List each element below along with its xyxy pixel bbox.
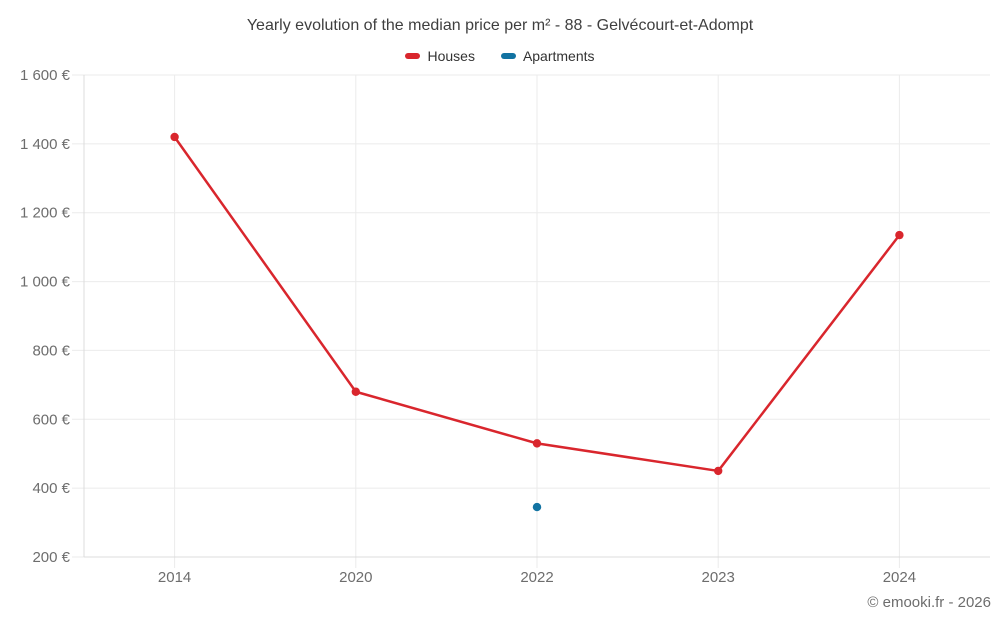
y-axis-tick-label: 1 400 €	[20, 136, 71, 153]
legend-label-apartments: Apartments	[522, 48, 595, 64]
x-axis-tick-label: 2014	[158, 569, 191, 586]
houses-point-2022[interactable]	[532, 439, 542, 448]
x-axis-tick-label: 2022	[520, 569, 553, 586]
x-axis-tick-label: 2020	[339, 569, 372, 586]
apartments-point-2022[interactable]	[532, 502, 542, 512]
credit-text: © emooki.fr - 2026	[867, 594, 991, 611]
y-axis-tick-label: 400 €	[32, 480, 70, 497]
y-axis-tick-label: 1 600 €	[20, 67, 71, 84]
chart-legend: Houses Apartments	[0, 46, 1000, 66]
y-axis-tick-label: 1 200 €	[20, 205, 71, 222]
legend-item-apartments[interactable]: Apartments	[500, 48, 595, 64]
houses-point-2024[interactable]	[895, 230, 904, 240]
y-axis-tick-label: 800 €	[32, 342, 70, 359]
legend-label-houses: Houses	[427, 48, 475, 64]
houses-point-2023[interactable]	[714, 466, 723, 476]
y-axis-tick-label: 200 €	[32, 549, 70, 566]
houses-point-2020[interactable]	[351, 387, 360, 396]
y-axis-tick-label: 1 000 €	[20, 274, 71, 291]
y-axis-tick-label: 600 €	[32, 411, 70, 428]
x-axis-tick-label: 2023	[702, 569, 735, 586]
x-axis-tick-label: 2024	[883, 569, 916, 586]
legend-item-houses[interactable]: Houses	[405, 48, 475, 64]
houses-point-2014[interactable]	[170, 132, 179, 142]
chart-title: Yearly evolution of the median price per…	[246, 17, 754, 34]
houses-series-swatch-icon	[405, 53, 421, 59]
apartments-series-swatch-icon	[500, 53, 516, 59]
